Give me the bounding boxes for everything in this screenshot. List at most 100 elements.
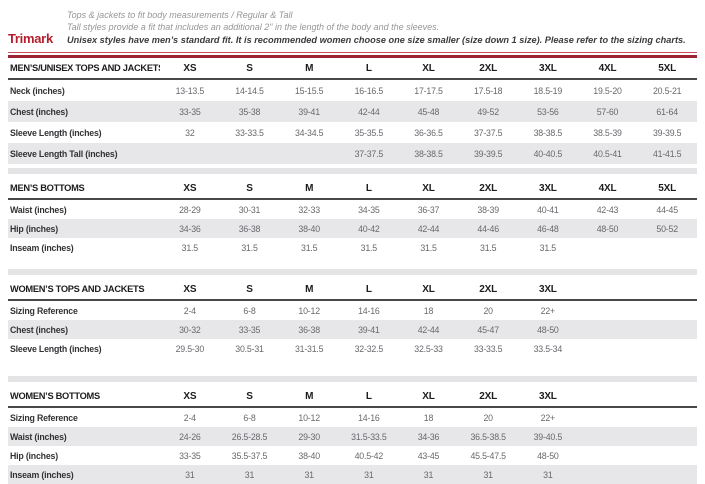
size-value-cell: 22+ (540, 305, 556, 316)
measurement-row: Neck (inches) 13-13.5 14-14.5 15-15.5 16-16.… (8, 80, 697, 101)
size-column-header: XS (183, 182, 197, 194)
size-value-cell: 29-30 (298, 431, 320, 442)
measurement-row: Sleeve Length (inches) 32 33-33.5 34-34.5 35… (8, 122, 697, 143)
intro-note-3: Unisex styles have men’s standard fit. I… (67, 35, 686, 45)
measurement-row: Sizing Reference 2-4 6-8 10-12 14-16 18 20 22+ (8, 408, 697, 427)
size-value-cell: 2-4 (183, 305, 196, 316)
size-column-header: 5XL (658, 182, 677, 194)
size-value-cell: 39-39.5 (473, 148, 503, 159)
size-value-cell: 31.5 (420, 242, 437, 253)
size-value-cell: 32-33 (298, 204, 320, 215)
size-value-cell: 10-12 (298, 412, 320, 423)
size-value-cell: 40-42 (358, 223, 380, 234)
table-title: MEN’S/UNISEX TOPS AND JACKETS (10, 63, 160, 73)
size-column-header: XL (422, 283, 435, 295)
size-value-cell: 38-40 (298, 450, 320, 461)
size-column-header: 3XL (538, 283, 557, 295)
section-divider-strip (8, 376, 697, 382)
row-label: Hip (inches) (10, 450, 58, 461)
size-value-cell: 46-48 (537, 223, 559, 234)
size-value-cell: 42-44 (417, 324, 440, 335)
size-column-header: 5XL (658, 62, 677, 74)
size-value-cell: 33-35 (179, 106, 201, 117)
size-column-header: L (365, 283, 372, 295)
size-column-header: 2XL (479, 62, 498, 74)
measurement-row: Waist (inches) 28-29 30-31 32-33 34-35 36-37 3… (8, 200, 697, 219)
sizing-tables: MEN’S/UNISEX TOPS AND JACKETS XS S M L XL 2XL 3… (8, 58, 697, 484)
size-value-cell: 36-38 (238, 223, 261, 234)
size-column-header: S (246, 62, 253, 74)
size-value-cell: 16-16.5 (354, 85, 384, 96)
table-women-s-tops-and-jackets: WOMEN’S TOPS AND JACKETS XS S M L XL 2XL 3XL Siz… (8, 269, 697, 358)
size-value-cell: 31.5 (241, 242, 258, 253)
size-value-cell: 36-38 (298, 324, 320, 335)
size-column-header: 2XL (479, 283, 498, 295)
size-value-cell: 13-13.5 (175, 85, 205, 96)
size-value-cell: 31.5 (301, 242, 318, 253)
size-value-cell: 34-34.5 (294, 127, 324, 138)
size-value-cell: 30.5-31 (235, 343, 264, 354)
size-column-header: 2XL (479, 182, 498, 194)
size-value-cell: 38-38.5 (533, 127, 563, 138)
size-value-cell: 57-60 (596, 106, 619, 117)
size-value-cell: 26.5-28.5 (231, 431, 268, 442)
table-men-s-bottoms: MEN’S BOTTOMS XS S M L XL 2XL 3XL 4XL 5XL Waist (i… (8, 168, 697, 257)
row-label: Sizing Reference (10, 412, 78, 423)
size-column-header: S (246, 283, 253, 295)
table-title: WOMEN’S TOPS AND JACKETS (10, 284, 145, 294)
size-column-header: 3XL (538, 62, 557, 74)
table-title: WOMEN’S BOTTOMS (10, 391, 100, 401)
size-column-header: S (246, 390, 253, 402)
size-value-cell: 48-50 (537, 324, 559, 335)
section-divider-strip (8, 168, 697, 174)
size-value-cell: 32.5-33 (414, 343, 443, 354)
size-value-cell: 34-36 (179, 223, 201, 234)
size-column-header: XL (422, 390, 435, 402)
row-label: Hip (inches) (10, 223, 58, 234)
size-column-header: 2XL (479, 390, 498, 402)
size-value-cell: 34-36 (417, 431, 440, 442)
size-value-cell: 14-16 (358, 412, 380, 423)
size-value-cell: 33-33.5 (473, 343, 503, 354)
size-value-cell: 33-35 (238, 324, 261, 335)
size-value-cell: 6-8 (243, 412, 256, 423)
size-value-cell: 39-39.5 (652, 127, 682, 138)
table-header-row: WOMEN’S TOPS AND JACKETS XS S M L XL 2XL 3XL (8, 279, 697, 301)
size-column-header: M (305, 182, 314, 194)
size-value-cell: 15-15.5 (294, 85, 324, 96)
table-women-s-bottoms: WOMEN’S BOTTOMS XS S M L XL 2XL 3XL Sizing Refer… (8, 376, 697, 484)
size-value-cell: 32 (185, 127, 195, 138)
measurement-row: Hip (inches) 34-36 36-38 38-40 40-42 42-44 44-… (8, 219, 697, 238)
measurement-row: Sleeve Length (inches) 29.5-30 30.5-31 31-3… (8, 339, 697, 358)
table-header-row: MEN’S BOTTOMS XS S M L XL 2XL 3XL 4XL 5XL (8, 178, 697, 200)
size-value-cell: 42-44 (417, 223, 440, 234)
measurement-row: Inseam (inches) 31.5 31.5 31.5 31.5 31.5 31.5 3… (8, 238, 697, 257)
size-column-header: XS (183, 390, 197, 402)
size-value-cell: 20 (483, 305, 493, 316)
measurement-row: Chest (inches) 30-32 33-35 36-38 39-41 42-44 4… (8, 320, 697, 339)
size-value-cell: 18 (423, 412, 434, 423)
size-value-cell: 33-33.5 (235, 127, 264, 138)
size-value-cell: 33-35 (179, 450, 201, 461)
row-label: Waist (inches) (10, 431, 67, 442)
size-value-cell: 20.5-21 (652, 85, 682, 96)
size-value-cell: 14-14.5 (235, 85, 264, 96)
size-value-cell: 31.5 (181, 242, 199, 253)
size-value-cell: 44-45 (656, 204, 678, 215)
size-value-cell: 35-38 (238, 106, 261, 117)
size-value-cell: 18.5-19 (533, 85, 563, 96)
red-divider (8, 52, 697, 58)
size-value-cell: 48-50 (537, 450, 559, 461)
size-value-cell: 53-56 (537, 106, 559, 117)
size-value-cell: 36-37 (417, 204, 440, 215)
size-column-header: L (365, 182, 372, 194)
size-value-cell: 35-35.5 (354, 127, 384, 138)
size-value-cell: 14-16 (358, 305, 380, 316)
intro-note-1: Tops & jackets to fit body measurements … (67, 10, 293, 20)
red-divider-thick-line (8, 55, 697, 58)
red-divider-thin-line (8, 52, 697, 53)
size-column-header: L (365, 62, 372, 74)
size-value-cell: 45-47 (477, 324, 499, 335)
size-value-cell: 45-48 (417, 106, 440, 117)
